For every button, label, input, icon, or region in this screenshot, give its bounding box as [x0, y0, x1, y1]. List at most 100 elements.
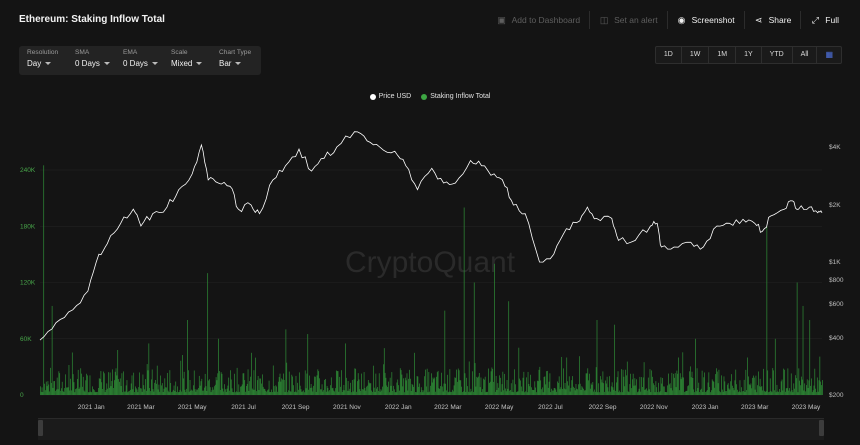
inflow-bar: [638, 388, 640, 395]
inflow-bar: [48, 384, 50, 395]
inflow-bar: [242, 373, 244, 395]
inflow-bar: [684, 391, 685, 395]
inflow-bar: [77, 378, 78, 395]
inflow-bar: [732, 388, 734, 395]
inflow-bar: [627, 391, 629, 395]
calendar-icon[interactable]: ▦: [825, 50, 833, 59]
inflow-bar: [723, 376, 725, 395]
inflow-bar: [527, 371, 529, 395]
inflow-bar: [235, 391, 237, 395]
inflow-bar: [708, 372, 710, 395]
inflow-bar: [480, 377, 482, 395]
inflow-bar: [327, 387, 329, 395]
inflow-bar: [663, 386, 665, 395]
legend-item-inflow[interactable]: Staking Inflow Total: [421, 93, 490, 100]
navigator-right-handle[interactable]: [819, 420, 824, 436]
inflow-bar: [775, 392, 777, 395]
inflow-bar: [404, 377, 406, 395]
inflow-bar: [754, 389, 756, 395]
inflow-bar: [491, 367, 493, 395]
range-1d-button[interactable]: 1D: [656, 47, 682, 63]
inflow-bar: [729, 389, 731, 395]
inflow-bar: [795, 378, 797, 395]
inflow-bar: [98, 388, 99, 395]
resolution-select[interactable]: Resolution Day: [19, 46, 67, 75]
inflow-bar: [119, 381, 120, 395]
inflow-bar: [51, 305, 53, 395]
range-1y-button[interactable]: 1Y: [736, 47, 762, 63]
inflow-bar: [402, 386, 404, 395]
legend-dot-price: [369, 93, 376, 100]
inflow-bar: [799, 380, 801, 395]
inflow-bar: [118, 379, 119, 395]
range-1w-button[interactable]: 1W: [682, 47, 710, 63]
inflow-bar: [325, 378, 326, 395]
inflow-bar: [449, 369, 451, 395]
inflow-bar: [434, 377, 436, 395]
set-alert-button[interactable]: ◫ Set an alert: [589, 11, 666, 29]
inflow-bar: [132, 389, 134, 395]
inflow-bar: [781, 379, 783, 395]
navigator-left-handle[interactable]: [38, 420, 43, 436]
inflow-bar: [155, 379, 156, 395]
inflow-bar: [47, 381, 49, 395]
inflow-bar: [46, 386, 48, 395]
y-right-tick: $4K: [829, 144, 841, 151]
inflow-bar: [193, 370, 195, 395]
inflow-bar: [706, 390, 708, 395]
inflow-bar: [493, 381, 494, 395]
inflow-bar: [462, 391, 464, 395]
inflow-bar: [272, 392, 273, 395]
inflow-bar: [109, 372, 111, 395]
inflow-bar: [673, 373, 674, 395]
inflow-bar: [270, 391, 272, 395]
inflow-bar: [742, 391, 743, 395]
inflow-bar: [446, 374, 448, 395]
inflow-bar: [782, 390, 784, 395]
inflow-bar: [85, 380, 87, 395]
inflow-bar: [172, 389, 174, 395]
add-to-dashboard-button[interactable]: ▣ Add to Dashboard: [497, 14, 581, 26]
range-1m-button[interactable]: 1M: [709, 47, 737, 63]
legend-item-price[interactable]: Price USD: [369, 93, 411, 100]
range-selector: 1D 1W 1M 1Y YTD All ▦: [654, 46, 842, 64]
chart-type-select[interactable]: Chart Type Bar: [211, 46, 259, 75]
navigator[interactable]: [38, 418, 824, 440]
range-all-button[interactable]: All: [793, 47, 818, 63]
inflow-bar: [810, 385, 811, 395]
inflow-bar: [618, 392, 620, 395]
inflow-bar: [239, 391, 240, 395]
ema-select[interactable]: EMA 0 Days: [115, 46, 163, 75]
inflow-bar: [550, 392, 552, 395]
inflow-bar: [182, 355, 183, 395]
share-icon: ⋖: [754, 14, 763, 25]
inflow-bar: [119, 378, 121, 395]
inflow-bar: [621, 369, 622, 395]
inflow-bar: [504, 373, 505, 395]
inflow-bar: [144, 389, 145, 395]
inflow-bar: [622, 369, 624, 395]
inflow-bar: [714, 387, 716, 395]
inflow-bar: [591, 384, 593, 395]
inflow-bar: [154, 382, 156, 395]
inflow-bar: [378, 390, 379, 395]
screenshot-button[interactable]: ◉ Screenshot: [666, 11, 744, 29]
inflow-bar: [187, 370, 189, 395]
inflow-bar: [233, 392, 235, 395]
share-button[interactable]: ⋖ Share: [743, 11, 801, 29]
inflow-bar: [213, 389, 214, 395]
sma-select[interactable]: SMA 0 Days: [67, 46, 115, 75]
inflow-bar: [126, 380, 128, 395]
inflow-bar: [607, 387, 609, 395]
inflow-bar: [779, 389, 780, 395]
inflow-bar: [468, 391, 469, 395]
inflow-bar: [495, 375, 497, 395]
range-ytd-button[interactable]: YTD: [762, 47, 793, 63]
scale-select[interactable]: Scale Mixed: [163, 46, 211, 75]
inflow-bar: [586, 373, 588, 395]
inflow-bar: [472, 371, 473, 395]
inflow-bar: [301, 391, 303, 395]
full-button[interactable]: ⤢ Full: [800, 11, 848, 29]
inflow-bar: [438, 388, 440, 395]
inflow-bar: [689, 366, 691, 395]
